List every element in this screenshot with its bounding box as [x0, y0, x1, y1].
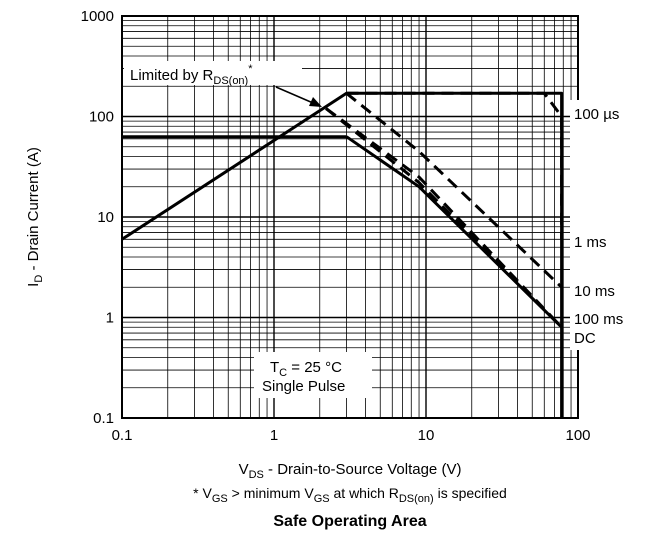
- footnote: * VGS > minimum VGS at which RDS(on) is …: [193, 485, 507, 505]
- series-label-bg: [570, 100, 632, 350]
- x-tick-label: 100: [565, 427, 590, 444]
- series-label-10ms: 10 ms: [574, 283, 615, 300]
- y-tick-label: 1000: [81, 8, 114, 25]
- y-tick-label: 100: [89, 109, 114, 126]
- y-tick-label: 1: [106, 310, 114, 327]
- case-temperature-label: TC = 25 °C: [270, 359, 342, 379]
- tick-labels: 0.1 1 10 100 0.1 1 10 100 1000: [81, 8, 591, 444]
- limit-annotation: Limited by RDS(on)*: [130, 63, 253, 87]
- y-axis-label: ID - Drain Current (A): [25, 147, 45, 287]
- boundary-line-5: [121, 91, 564, 418]
- single-pulse-label: Single Pulse: [262, 378, 345, 395]
- series-label-1ms: 1 ms: [574, 234, 607, 251]
- series-label-dc: DC: [574, 330, 596, 347]
- x-tick-label: 0.1: [112, 427, 133, 444]
- series-line-dc: [345, 135, 563, 329]
- x-axis-label: VDS - Drain-to-Source Voltage (V): [239, 461, 462, 481]
- x-tick-label: 10: [418, 427, 435, 444]
- limit-annotation-arrowhead: [309, 97, 322, 107]
- series-label-100ms: 100 ms: [574, 311, 623, 328]
- x-tick-label: 1: [270, 427, 278, 444]
- limit-annotation-box: [124, 61, 302, 85]
- series-layer: [121, 91, 564, 418]
- series-label-100us: 100 µs: [574, 106, 619, 123]
- conditions-box: [254, 352, 372, 398]
- chart-title: Safe Operating Area: [273, 513, 426, 530]
- y-tick-label: 10: [97, 209, 114, 226]
- y-tick-label: 0.1: [93, 410, 114, 427]
- series-line-1-ms: [345, 92, 563, 289]
